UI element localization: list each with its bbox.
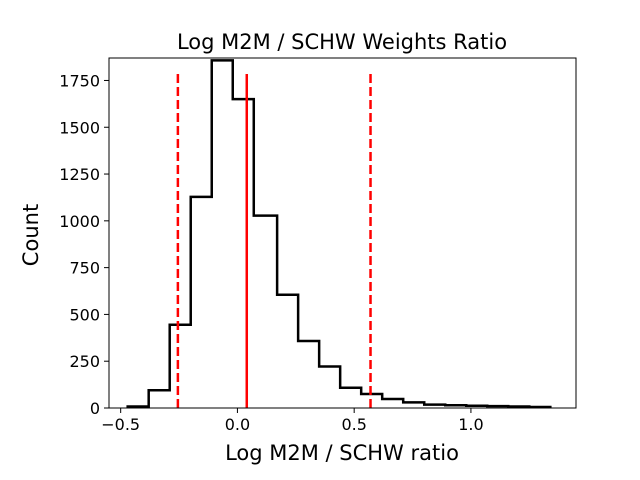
- x-tick-label: 1.0: [458, 415, 483, 434]
- axes-frame: [108, 57, 577, 409]
- y-tick-label: 1500: [59, 118, 100, 137]
- x-ticks: −0.5 0.0 0.5 1.0: [101, 408, 484, 434]
- y-tick-label: 0: [90, 399, 100, 418]
- y-tick-label: 500: [69, 305, 100, 324]
- plot-area: [126, 59, 552, 409]
- y-tick-label: 250: [69, 352, 100, 371]
- x-tick-label: 0.0: [225, 415, 250, 434]
- y-tick-label: 750: [69, 259, 100, 278]
- x-tick-label: −0.5: [101, 415, 140, 434]
- y-tick-label: 1000: [59, 212, 100, 231]
- chart-title: Log M2M / SCHW Weights Ratio: [177, 30, 507, 54]
- x-tick-label: 0.5: [341, 415, 366, 434]
- y-tick-label: 1250: [59, 165, 100, 184]
- histogram-step-line: [126, 59, 552, 409]
- y-ticks: 0 250 500 750 1000 1250 1500 1750: [59, 71, 109, 418]
- x-axis-label: Log M2M / SCHW ratio: [225, 441, 459, 465]
- y-axis-label: Count: [19, 204, 43, 266]
- y-tick-label: 1750: [59, 71, 100, 90]
